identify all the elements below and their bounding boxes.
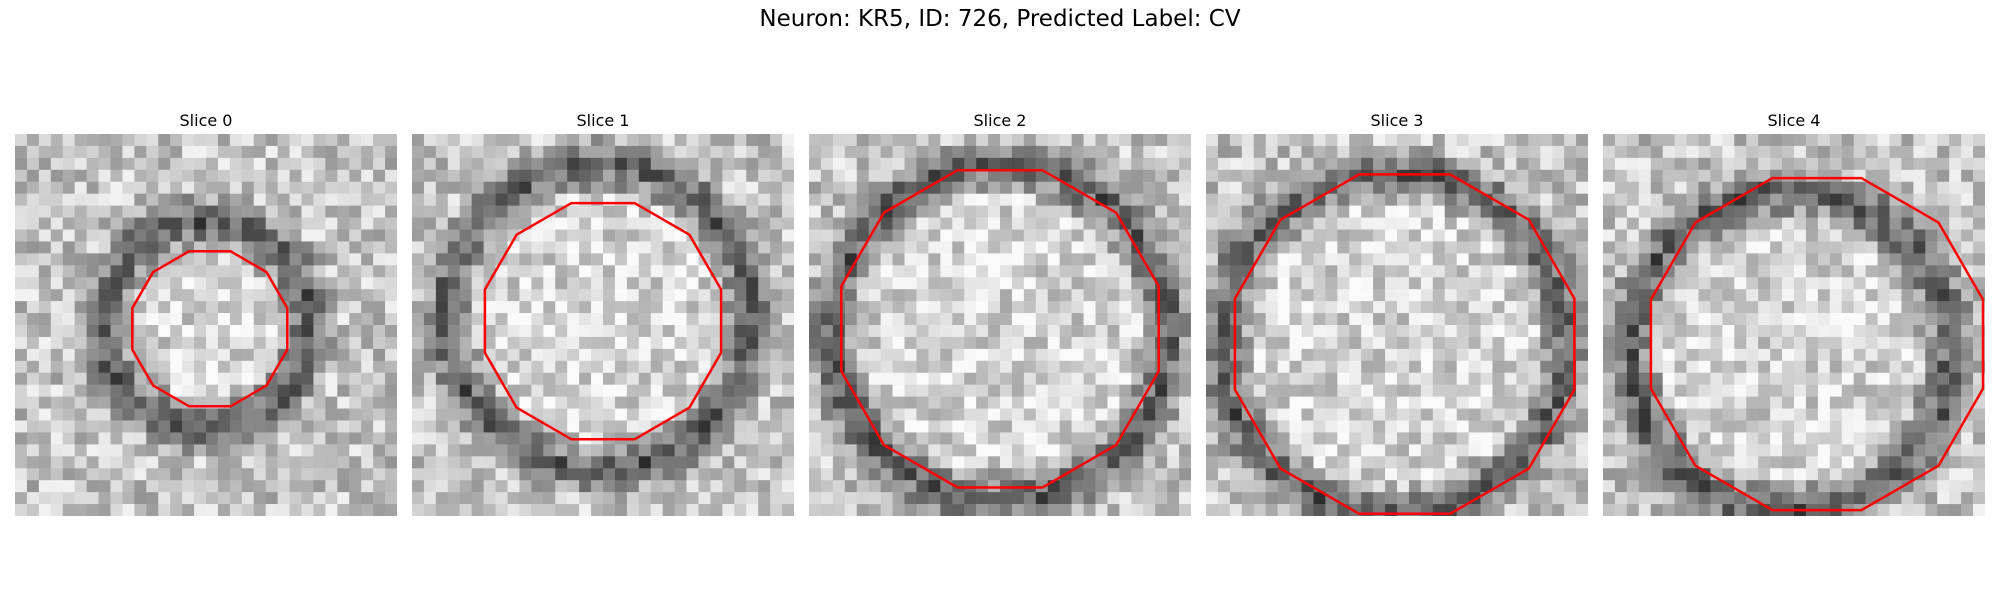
panel-title-slice-3: Slice 3 xyxy=(1370,111,1424,130)
panel-title-slice-4: Slice 4 xyxy=(1767,111,1821,130)
contour-slice-4 xyxy=(1649,176,1985,512)
panel-slice-4: Slice 4 xyxy=(1603,108,1985,516)
figure-title: Neuron: KR5, ID: 726, Predicted Label: C… xyxy=(759,6,1241,32)
slice-2-image xyxy=(809,134,1191,516)
contour-slice-3 xyxy=(1233,173,1576,516)
contour-slice-0 xyxy=(131,250,289,408)
contour-slice-2 xyxy=(840,168,1160,489)
panel-slice-1: Slice 1 xyxy=(412,108,794,516)
slice-3-image xyxy=(1206,134,1588,516)
panel-title-slice-2: Slice 2 xyxy=(973,111,1027,130)
panel-slice-3: Slice 3 xyxy=(1206,108,1588,516)
contour-slice-1 xyxy=(483,201,723,441)
panel-slice-0: Slice 0 xyxy=(15,108,397,516)
panel-title-slice-1: Slice 1 xyxy=(576,111,630,130)
slice-4-image xyxy=(1603,134,1985,516)
slice-0-image xyxy=(15,134,397,516)
panel-slice-2: Slice 2 xyxy=(809,108,1191,516)
panel-title-slice-0: Slice 0 xyxy=(179,111,233,130)
slice-1-image xyxy=(412,134,794,516)
